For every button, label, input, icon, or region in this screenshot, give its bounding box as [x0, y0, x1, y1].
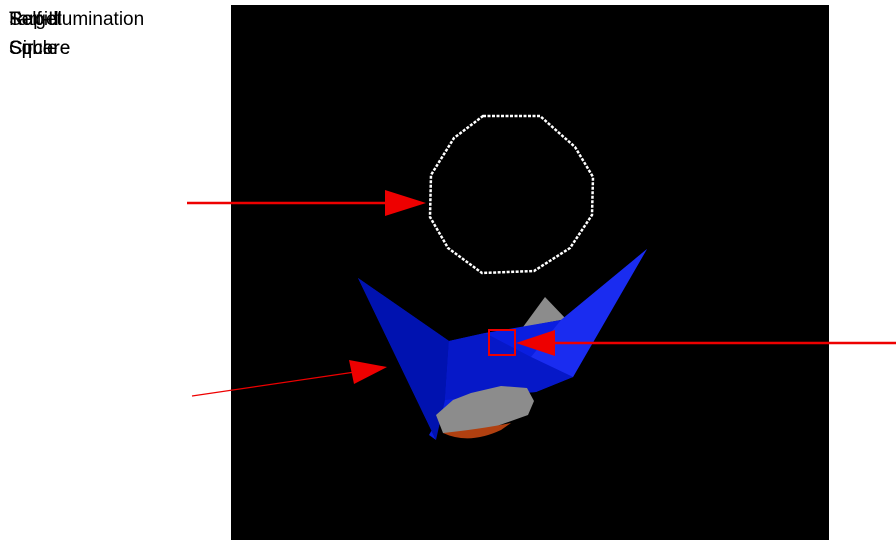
render-scene [358, 114, 647, 440]
label-circle: Circle [9, 38, 58, 59]
blue-shape-center [445, 333, 573, 400]
circle-icon [428, 114, 595, 275]
label-square: Square [9, 38, 71, 59]
render-viewport [231, 5, 829, 540]
blue-shape-shade-right [531, 249, 647, 377]
gray-base [436, 386, 534, 436]
gray-spike [523, 297, 566, 327]
label-target: Target [9, 9, 62, 30]
blue-shape-shade-left [358, 278, 449, 440]
label-self-illumination: Self-Illumination [9, 9, 145, 30]
orange-base [443, 423, 511, 439]
label-rapid: Rapid [9, 9, 59, 30]
label-sphere: Sphere [9, 38, 71, 59]
